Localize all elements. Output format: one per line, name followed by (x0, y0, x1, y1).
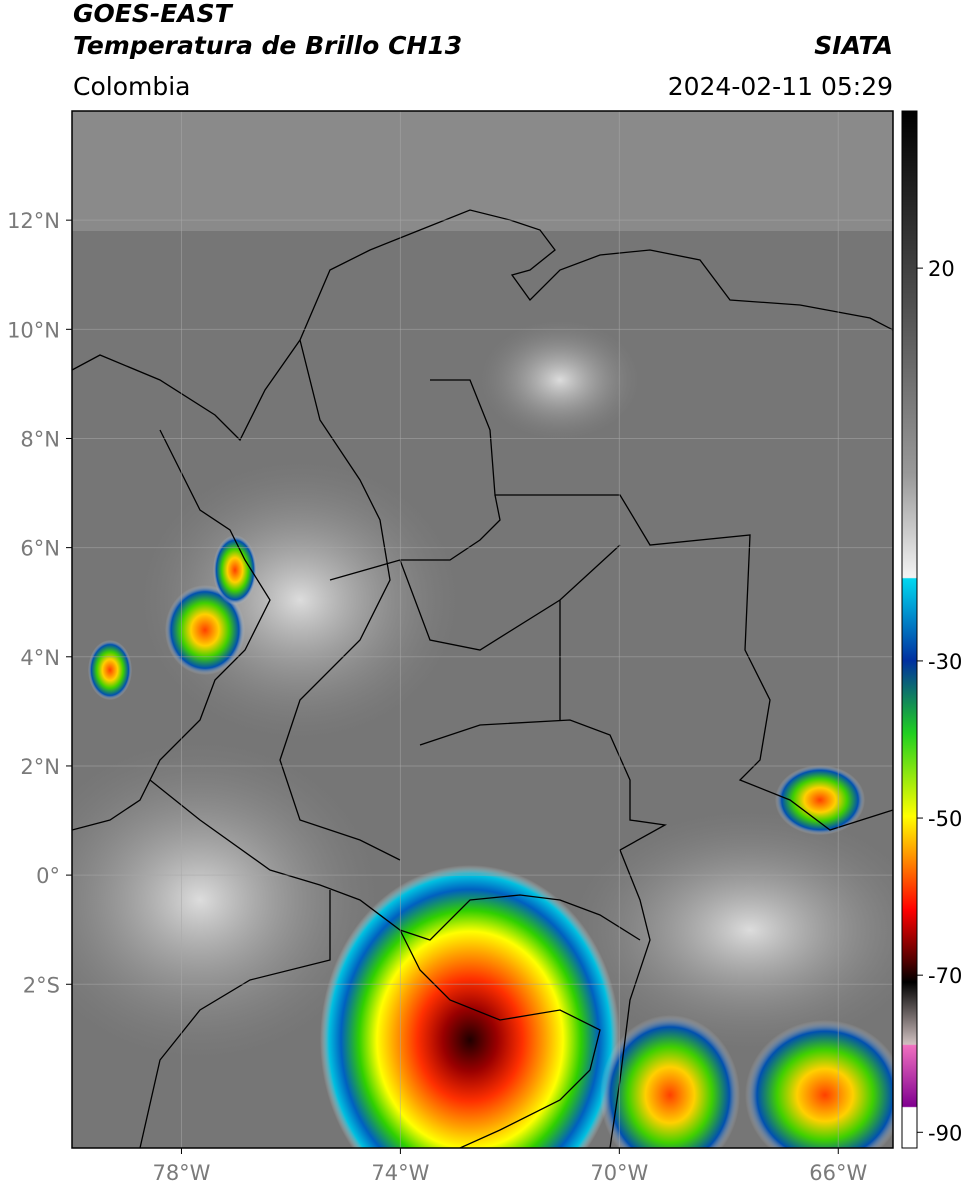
x-tick-label: 74°W (371, 1161, 429, 1185)
y-tick-label: 12°N (7, 209, 60, 233)
colorbar (901, 110, 918, 1149)
grid (72, 111, 893, 1148)
map-frame (71, 110, 894, 1149)
x-tick-label: 70°W (590, 1161, 648, 1185)
datetime: 2024-02-11 05:29 (668, 72, 893, 101)
region: Colombia (73, 72, 190, 101)
y-tick-label: 2°S (23, 973, 60, 997)
colorbar-label: -70 (928, 964, 962, 988)
y-tick-label: 10°N (7, 318, 60, 342)
y-tick-label: 0° (36, 864, 60, 888)
y-tick-label: 6°N (20, 537, 60, 561)
colorbar-label: -90 (928, 1121, 962, 1145)
colorbar-label: 20 (928, 257, 955, 281)
satellite: GOES-EAST (73, 0, 234, 28)
x-tick-label: 78°W (152, 1161, 210, 1185)
satellite-image (72, 111, 893, 1148)
axes: 78°W 74°W 70°W 66°W 12°N 10°N 8°N 6°N 4°N 2°N 0° 2°… (7, 209, 962, 1185)
colorbar-label: -50 (928, 807, 962, 831)
source: SIATA (814, 31, 893, 60)
x-tick-label: 66°W (809, 1161, 867, 1185)
y-tick-label: 8°N (20, 427, 60, 451)
product: Temperatura de Brillo CH13 (73, 31, 462, 60)
y-tick-label: 4°N (20, 646, 60, 670)
colorbar-label: -30 (928, 650, 962, 674)
y-tick-label: 2°N (20, 755, 60, 779)
